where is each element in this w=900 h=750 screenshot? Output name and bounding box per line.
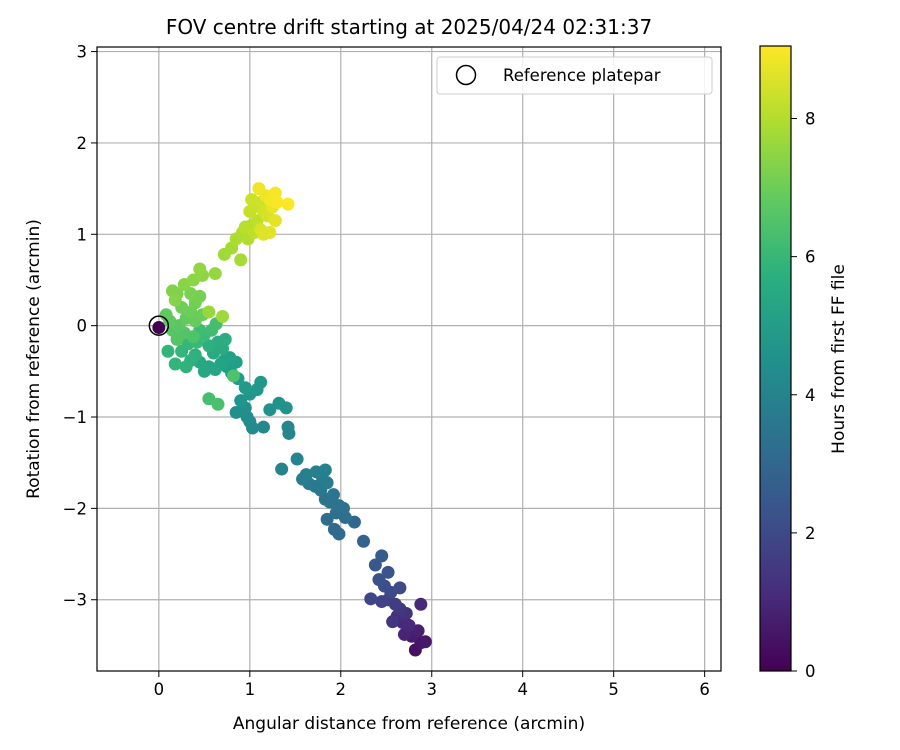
x-tick-label: 1 [245, 680, 256, 699]
data-point [414, 597, 428, 611]
x-axis-ticks: 0 1 2 3 4 5 6 [154, 671, 710, 699]
data-point [290, 452, 304, 466]
data-point [386, 615, 400, 629]
x-tick-label: 3 [426, 680, 437, 699]
legend-label: Reference platepar [503, 66, 661, 85]
data-point [372, 573, 386, 587]
x-tick-label: 4 [517, 680, 528, 699]
y-tick-label: 3 [77, 43, 88, 62]
x-tick-label: 0 [154, 680, 165, 699]
data-point [375, 595, 389, 609]
colorbar-label: Hours from first FF file [829, 264, 849, 454]
data-point [263, 225, 277, 239]
y-tick-label: −1 [63, 408, 87, 427]
data-point [299, 468, 313, 482]
data-point [393, 581, 407, 595]
data-point [184, 287, 198, 301]
data-point [159, 308, 173, 322]
data-point [179, 360, 193, 374]
legend-marker [455, 64, 477, 86]
data-point [168, 357, 182, 371]
x-tick-label: 6 [699, 680, 710, 699]
data-point [418, 635, 432, 649]
plot-frame [96, 46, 722, 672]
data-point [381, 565, 395, 579]
data-point [270, 195, 284, 209]
data-point [275, 462, 289, 476]
colorbar-ticks: 0 2 4 6 8 [791, 110, 816, 681]
data-point [368, 558, 382, 572]
colorbar-tick-label: 4 [805, 386, 816, 405]
data-point [234, 253, 248, 267]
data-point [281, 420, 295, 434]
data-point [327, 522, 341, 536]
y-tick-label: 2 [77, 134, 88, 153]
y-axis-ticks: −3 −2 −1 0 1 2 3 [63, 43, 97, 610]
data-point [281, 197, 295, 211]
colorbar-tick-label: 2 [805, 524, 816, 543]
x-tick-label: 5 [608, 680, 619, 699]
data-point [364, 592, 378, 606]
data-point [216, 310, 230, 324]
data-point [218, 332, 232, 346]
data-point [161, 344, 175, 358]
data-point [375, 549, 389, 563]
data-point [250, 383, 264, 397]
data-point [238, 381, 252, 395]
data-point [193, 262, 207, 276]
reference-platepar-marker [148, 315, 170, 336]
data-point [152, 320, 166, 334]
data-point [263, 403, 277, 417]
data-point [256, 420, 270, 434]
y-tick-label: −3 [63, 591, 87, 610]
colorbar-tick-label: 0 [805, 662, 816, 681]
x-tick-label: 2 [336, 680, 347, 699]
data-point [202, 305, 216, 319]
colorbar-tick-label: 8 [805, 110, 816, 129]
legend-box [436, 56, 713, 95]
colorbar: 0 2 4 6 8 Hours from first FF file [759, 45, 849, 681]
chart-title: FOV centre drift starting at 2025/04/24 … [166, 15, 652, 39]
data-point [168, 293, 182, 307]
data-point [318, 463, 332, 477]
y-axis-label: Rotation from reference (arcmin) [24, 219, 44, 499]
y-tick-label: −2 [63, 499, 87, 518]
colorbar-tick-label: 6 [805, 248, 816, 267]
data-point [252, 182, 266, 196]
data-point [320, 512, 334, 526]
data-points [148, 182, 432, 657]
y-tick-label: 0 [77, 317, 88, 336]
data-point [234, 394, 248, 408]
data-point [272, 396, 286, 410]
colorbar-gradient [759, 45, 792, 672]
data-point [202, 339, 216, 353]
data-point [268, 214, 282, 228]
x-axis-label: Angular distance from reference (arcmin) [233, 714, 585, 734]
data-point [211, 397, 225, 411]
data-point [208, 267, 222, 281]
data-point [327, 488, 341, 502]
y-tick-label: 1 [77, 225, 88, 244]
data-point [226, 369, 240, 383]
data-point [357, 534, 371, 548]
legend: Reference platepar [436, 56, 713, 95]
